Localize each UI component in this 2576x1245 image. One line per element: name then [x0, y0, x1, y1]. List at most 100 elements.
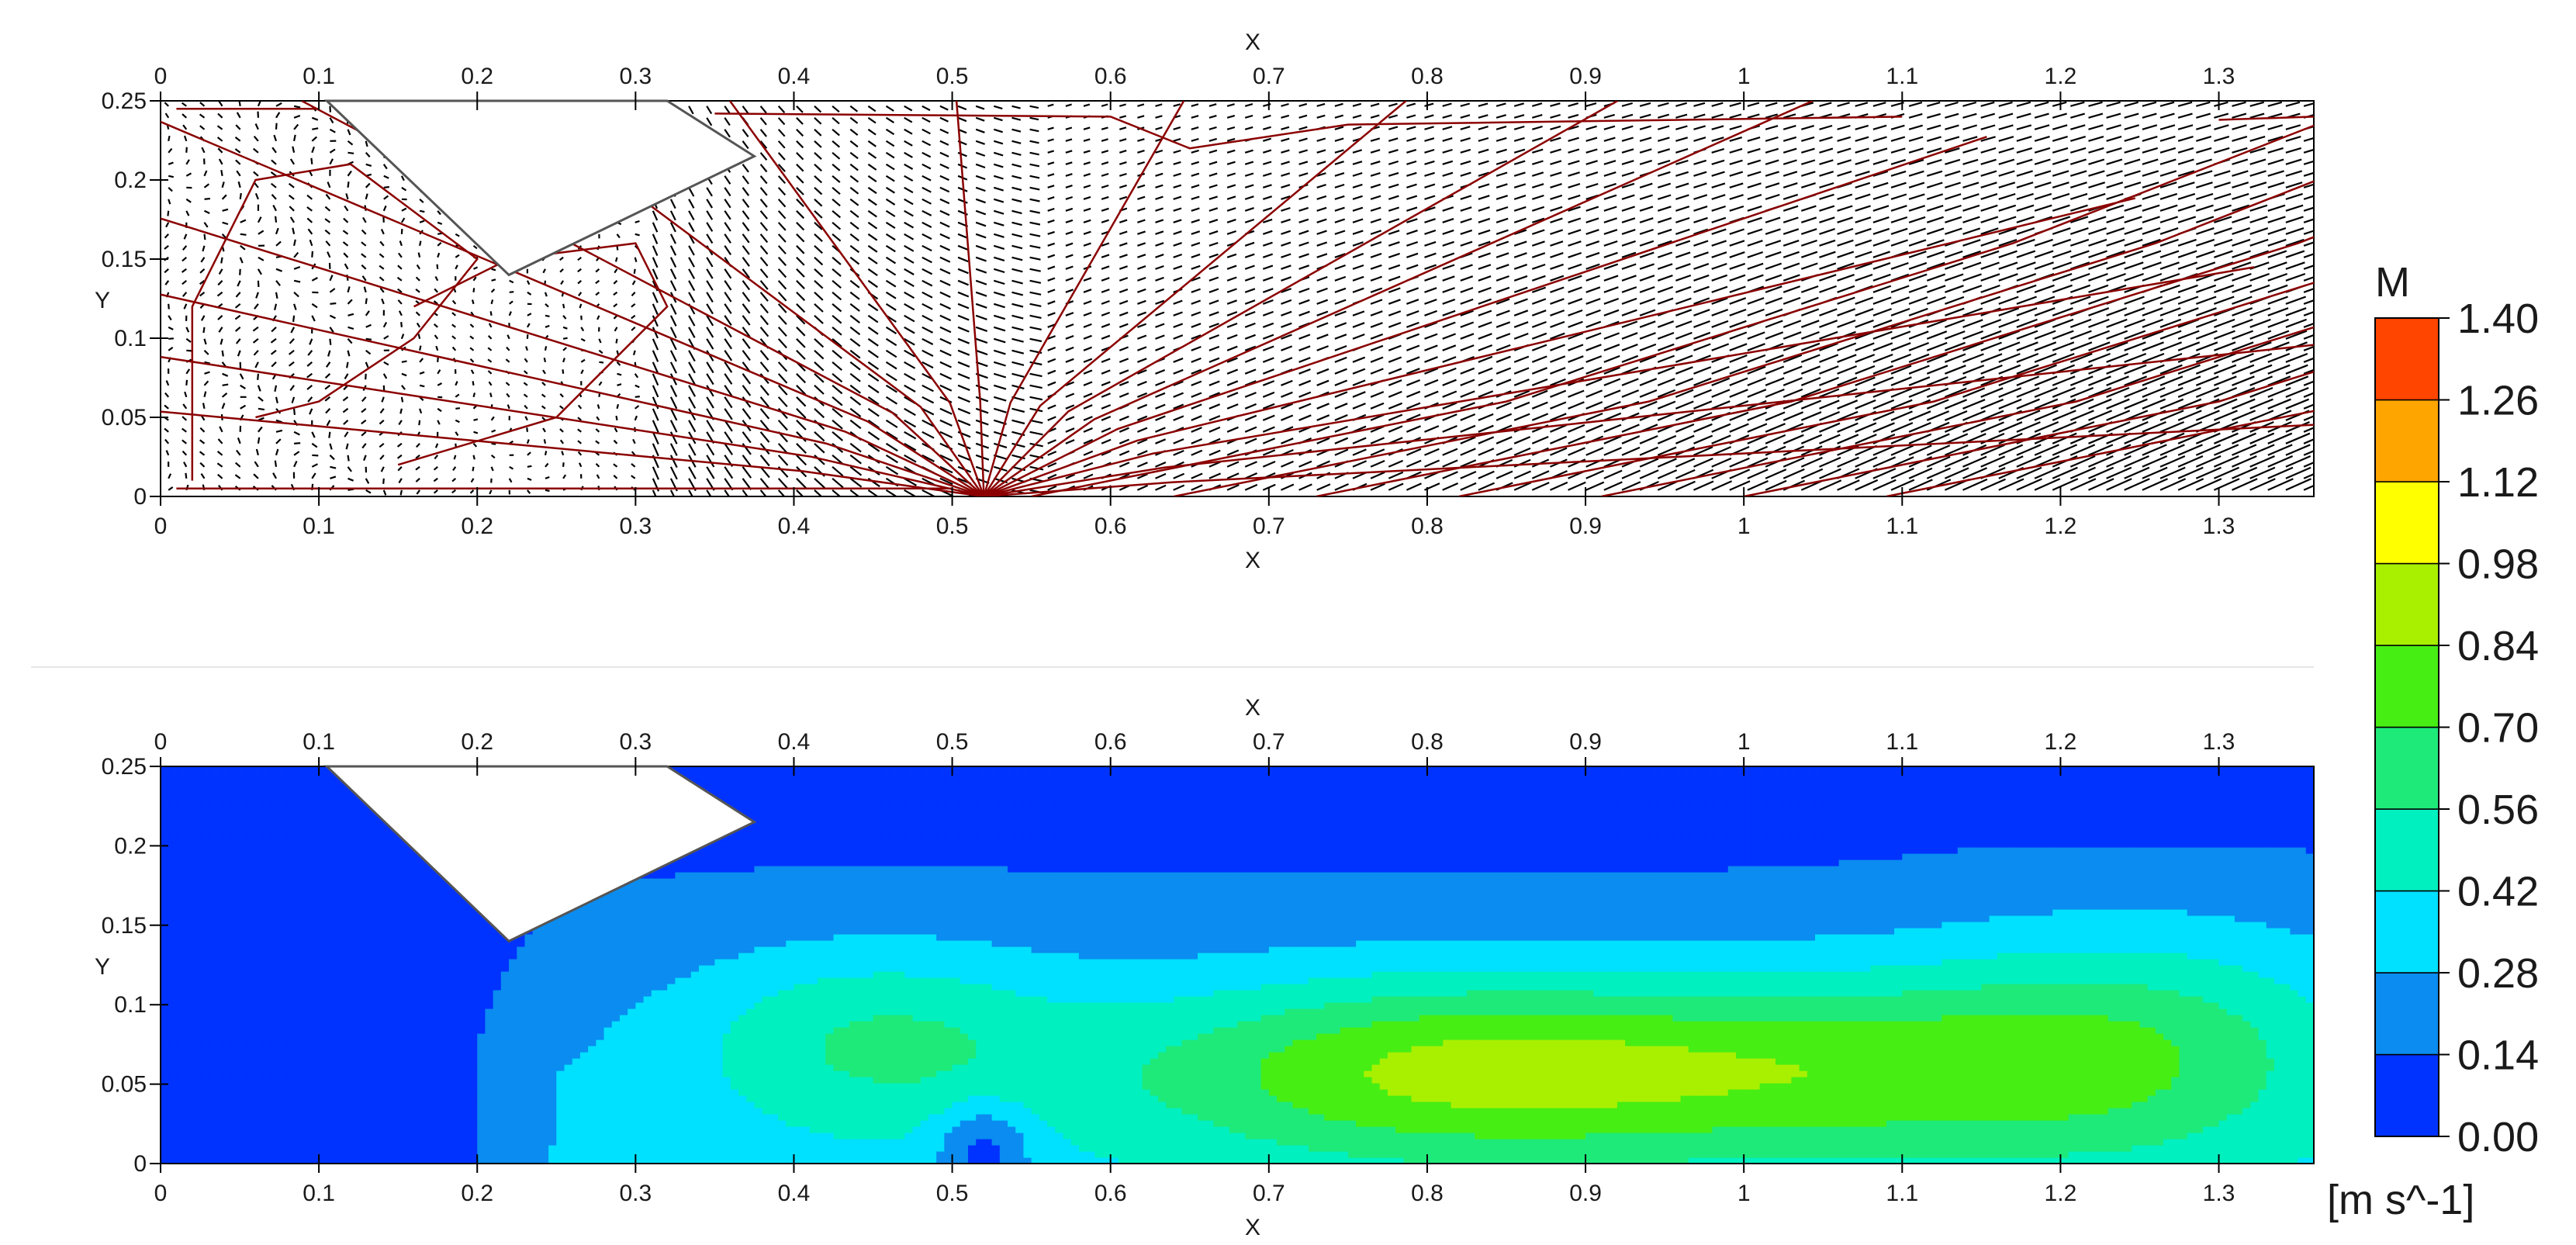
contour-cell — [699, 940, 707, 947]
contour-cell — [643, 1114, 652, 1121]
contour-cell — [746, 822, 756, 829]
contour-cell — [445, 1126, 455, 1133]
contour-cell — [430, 1033, 438, 1040]
contour-cell — [445, 1139, 455, 1146]
contour-cell — [327, 903, 336, 910]
contour-cell — [319, 1083, 327, 1090]
contour-cell — [611, 1008, 621, 1015]
contour-cell — [279, 1151, 288, 1158]
contour-cell — [176, 971, 185, 978]
contour-cell — [176, 1039, 185, 1046]
contour-cell — [271, 959, 280, 966]
contour-cell — [255, 1015, 265, 1022]
contour-cell — [287, 853, 296, 860]
contour-cell — [500, 971, 510, 978]
contour-cell — [421, 1052, 430, 1059]
contour-cell — [247, 984, 257, 991]
contour-cell — [327, 977, 336, 984]
contour-cell — [722, 1039, 731, 1046]
contour-cell — [714, 946, 724, 953]
contour-cell — [690, 1046, 700, 1053]
contour-cell — [176, 791, 185, 798]
contour-cell — [588, 1002, 596, 1009]
contour-cell — [271, 835, 280, 842]
contour-cell — [707, 903, 716, 910]
contour-cell — [628, 946, 636, 953]
contour-cell — [200, 847, 209, 854]
contour-cell — [208, 1101, 217, 1108]
contour-cell — [382, 1120, 391, 1127]
contour-cell — [255, 946, 265, 953]
contour-cell — [579, 928, 589, 935]
contour-cell — [295, 903, 304, 910]
contour-cell — [461, 971, 470, 978]
contour-cell — [707, 1133, 716, 1140]
contour-cell — [730, 1108, 739, 1115]
contour-cell — [192, 959, 201, 966]
contour-cell — [524, 965, 534, 972]
contour-cell — [303, 1070, 312, 1077]
contour-cell — [683, 928, 692, 935]
contour-cell — [524, 1120, 534, 1127]
contour-cell — [730, 1008, 739, 1015]
contour-cell — [445, 1145, 455, 1152]
contour-cell — [611, 1027, 621, 1034]
contour-cell — [628, 990, 636, 997]
contour-cell — [223, 940, 233, 947]
contour-cell — [263, 791, 272, 798]
contour-cell — [690, 1008, 700, 1015]
contour-cell — [564, 934, 573, 941]
contour-cell — [366, 1039, 375, 1046]
contour-cell — [754, 1133, 763, 1140]
contour-cell — [611, 990, 621, 997]
contour-cell — [366, 1015, 375, 1022]
contour-cell — [500, 1157, 510, 1164]
contour-cell — [683, 872, 692, 879]
contour-cell — [722, 872, 731, 879]
contour-cell — [334, 1033, 344, 1040]
contour-cell — [176, 1033, 185, 1040]
contour-cell — [635, 996, 645, 1003]
contour-cell — [690, 1052, 700, 1059]
contour-cell — [231, 946, 240, 953]
contour-cell — [730, 1015, 739, 1022]
contour-cell — [659, 1021, 668, 1028]
contour-cell — [184, 1070, 193, 1077]
contour-cell — [445, 984, 455, 991]
contour-cell — [413, 934, 423, 941]
contour-cell — [746, 1064, 756, 1071]
contour-cell — [469, 1083, 478, 1090]
contour-cell — [303, 1039, 312, 1046]
contour-cell — [754, 810, 763, 817]
contour-cell — [635, 946, 645, 953]
contour-cell — [184, 928, 193, 935]
contour-cell — [389, 853, 399, 860]
contour-cell — [358, 897, 367, 904]
contour-cell — [730, 909, 739, 916]
contour-cell — [445, 1064, 455, 1071]
contour-cell — [271, 1027, 280, 1034]
contour-cell — [754, 1108, 763, 1115]
contour-cell — [667, 1133, 676, 1140]
contour-cell — [413, 1114, 423, 1121]
contour-cell — [500, 1027, 510, 1034]
contour-cell — [231, 773, 240, 780]
contour-cell — [247, 1133, 257, 1140]
contour-cell — [406, 1046, 415, 1053]
contour-cell — [588, 1139, 596, 1146]
contour-cell — [564, 977, 573, 984]
contour-cell — [485, 990, 494, 997]
contour-cell — [461, 1083, 470, 1090]
contour-cell — [421, 990, 430, 997]
contour-cell — [651, 1114, 660, 1121]
contour-cell — [746, 766, 756, 773]
contour-cell — [437, 1151, 447, 1158]
contour-cell — [358, 922, 367, 929]
contour-cell — [485, 940, 494, 947]
contour-cell — [192, 1108, 201, 1115]
streamline — [161, 293, 984, 496]
contour-cell — [532, 984, 541, 991]
contour-cell — [437, 1039, 447, 1046]
contour-cell — [350, 1015, 359, 1022]
contour-cell — [334, 1046, 344, 1053]
